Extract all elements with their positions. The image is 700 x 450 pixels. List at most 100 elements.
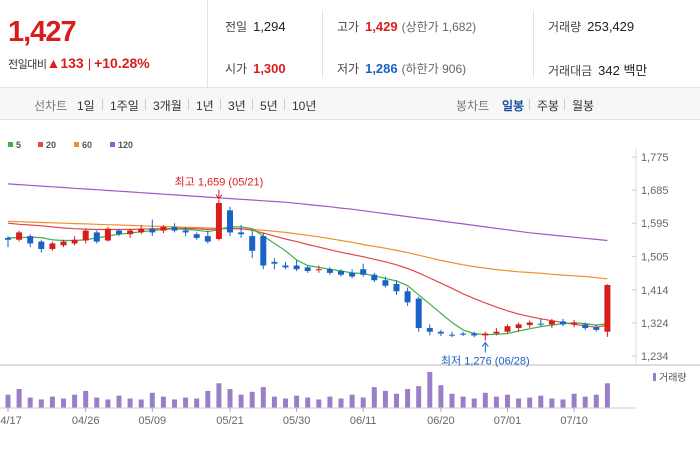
x-tick-label-5: 06/11 bbox=[350, 415, 377, 427]
volume-bar-40 bbox=[449, 393, 455, 408]
candle-body-52 bbox=[582, 324, 589, 329]
volume-bar-20 bbox=[227, 389, 233, 408]
y-tick-label-4: 1,414 bbox=[641, 285, 669, 297]
volume-bar-39 bbox=[438, 385, 444, 408]
x-tick-label-8: 07/10 bbox=[560, 415, 588, 427]
volume-bar-53 bbox=[593, 394, 599, 408]
volume-bar-6 bbox=[72, 394, 78, 408]
y-tick-label-5: 1,324 bbox=[641, 318, 669, 330]
line-chart-label: 선차트 bbox=[34, 99, 68, 113]
divider bbox=[252, 99, 253, 110]
candle-body-20 bbox=[227, 210, 233, 233]
legend-label-1: 20 bbox=[46, 140, 56, 150]
candle-daily-button[interactable]: 일봉 bbox=[502, 99, 525, 113]
stat-label: 거래대금 bbox=[548, 64, 593, 78]
volume-bar-51 bbox=[571, 393, 577, 408]
stat-value: 342 백만 bbox=[598, 63, 648, 78]
period-3y-button[interactable]: 3년 bbox=[228, 99, 246, 113]
moving-averages bbox=[7, 183, 608, 336]
volume-bar-49 bbox=[549, 398, 555, 408]
volume-bar-32 bbox=[360, 397, 366, 408]
candle-chart-label: 봉차트 bbox=[456, 99, 490, 113]
candle-body-39 bbox=[437, 331, 444, 334]
price-box: 1,427 전일대비▲133 | +10.28% bbox=[0, 0, 208, 88]
stat-low: 저가 1,286 (하한가 906) bbox=[337, 60, 466, 77]
candle-monthly-button[interactable]: 월봉 bbox=[572, 99, 595, 113]
high-arrow-head-icon bbox=[215, 194, 223, 200]
legend-label-2: 60 bbox=[82, 140, 92, 150]
volume-bar-33 bbox=[371, 387, 377, 408]
volume-bar-37 bbox=[416, 386, 422, 408]
x-tick-label-2: 05/09 bbox=[139, 415, 167, 427]
candle-body-38 bbox=[426, 328, 433, 332]
y-tick-label-2: 1,595 bbox=[641, 218, 669, 230]
volume-bar-38 bbox=[427, 371, 433, 408]
volume-legend-swatch bbox=[653, 373, 656, 381]
candle-body-53 bbox=[593, 327, 600, 330]
divider bbox=[533, 10, 534, 78]
candle-body-24 bbox=[271, 261, 278, 264]
change-value: 133 bbox=[60, 55, 84, 71]
candle-body-29 bbox=[326, 269, 333, 273]
volume-bar-48 bbox=[538, 395, 544, 408]
y-tick-label-6: 1,234 bbox=[641, 351, 669, 363]
y-tick-label-0: 1,775 bbox=[641, 152, 669, 164]
candle-weekly-button[interactable]: 주봉 bbox=[537, 99, 560, 113]
x-tick-label-7: 07/01 bbox=[494, 415, 522, 427]
x-tick-label-6: 06/20 bbox=[427, 415, 455, 427]
candle-body-41 bbox=[460, 333, 467, 335]
volume-bar-35 bbox=[394, 393, 399, 408]
annotations: 최고 1,659 (05/21) 최저 1,276 (06/28) bbox=[175, 176, 530, 368]
ma-legend: 5 20 60 120 bbox=[8, 140, 133, 150]
ma5-line bbox=[7, 226, 608, 336]
candles bbox=[5, 199, 611, 341]
candle-body-15 bbox=[171, 226, 178, 231]
candle-body-49 bbox=[548, 320, 555, 325]
volume-bar-18 bbox=[205, 390, 211, 408]
period-3m-button[interactable]: 3개월 bbox=[153, 99, 182, 113]
legend-swatch-0 bbox=[8, 142, 13, 147]
candle-body-3 bbox=[38, 241, 45, 249]
candle-body-9 bbox=[104, 228, 111, 241]
period-1d-button[interactable]: 1일 bbox=[77, 99, 95, 113]
candle-body-4 bbox=[49, 243, 56, 249]
stat-amount: 거래대금 342 백만 bbox=[548, 60, 647, 79]
legend-label-0: 5 bbox=[16, 140, 21, 150]
candle-body-1 bbox=[16, 232, 23, 240]
period-10y-button[interactable]: 10년 bbox=[292, 99, 317, 113]
stat-value: 1,429 bbox=[365, 19, 398, 34]
stat-volume: 거래량 253,429 bbox=[548, 18, 634, 35]
volume-bar-36 bbox=[405, 389, 411, 408]
candle-body-48 bbox=[537, 323, 544, 325]
volume-bar-9 bbox=[105, 399, 111, 408]
legend-swatch-1 bbox=[38, 142, 43, 147]
period-5y-button[interactable]: 5년 bbox=[260, 99, 278, 113]
stat-value: 1,294 bbox=[253, 19, 286, 34]
candle-body-32 bbox=[360, 269, 367, 275]
chart-toolbar: 선차트 1일 1주일 3개월 1년 3년 5년 10년 봉차트 일봉 주봉 월봉 bbox=[0, 88, 700, 120]
stat-label: 전일 bbox=[225, 20, 248, 34]
stat-prev-close: 전일 1,294 bbox=[225, 18, 286, 35]
volume-bar-42 bbox=[471, 398, 477, 408]
ma60-line bbox=[7, 220, 608, 280]
volume-bar-7 bbox=[83, 390, 89, 408]
stat-label: 저가 bbox=[337, 62, 360, 76]
volume-bar-4 bbox=[49, 396, 55, 408]
candle-body-31 bbox=[349, 272, 356, 277]
candle-body-23 bbox=[260, 236, 267, 266]
candle-body-17 bbox=[193, 234, 200, 238]
legend-swatch-2 bbox=[74, 142, 79, 147]
volume-legend-label: 거래량 bbox=[659, 372, 687, 384]
candle-body-54 bbox=[604, 285, 611, 332]
low-annotation: 최저 1,276 (06/28) bbox=[441, 355, 530, 368]
stat-open: 시가 1,300 bbox=[225, 60, 286, 77]
period-1w-button[interactable]: 1주일 bbox=[110, 99, 139, 113]
period-1y-button[interactable]: 1년 bbox=[196, 99, 214, 113]
candle-body-42 bbox=[471, 333, 478, 336]
candle-body-0 bbox=[5, 237, 11, 240]
x-tick-label-0: 04/17 bbox=[0, 415, 22, 427]
candle-body-28 bbox=[315, 269, 322, 271]
stat-label: 시가 bbox=[225, 62, 248, 76]
x-axis-labels: 04/17 04/26 05/09 05/21 05/30 06/11 06/20 07/01… bbox=[0, 408, 588, 427]
